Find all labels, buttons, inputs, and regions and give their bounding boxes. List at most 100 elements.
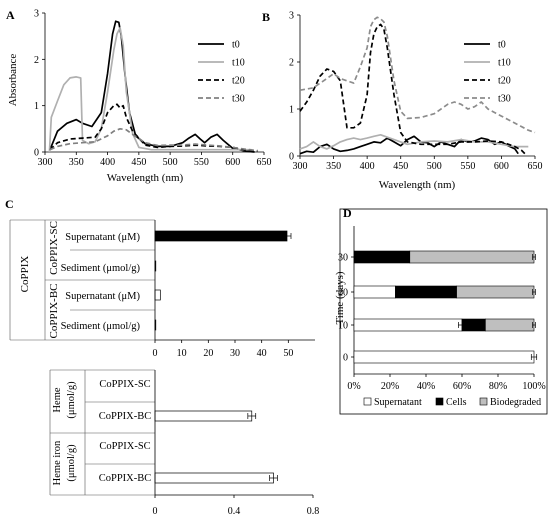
c-bottom-x-tick-label: 0.4 (228, 506, 241, 517)
b-x-tick-label: 450 (393, 161, 408, 172)
panel-b-chart: 0 1 2 3 300 350 400 450 500 550 600 650 t0 t10 t20 t30… (289, 11, 543, 192)
d-x-tick-label: 80% (489, 381, 507, 392)
b-y-tick-label: 3 (289, 11, 294, 22)
a-legend-label: t30 (232, 94, 245, 105)
d-x-tick-label: 0% (347, 381, 360, 392)
c-top-x-tick-label: 40 (257, 348, 267, 359)
c-top-bar (154, 289, 161, 301)
c-bottom-x-tick-label: 0 (153, 506, 158, 517)
d-y-tick-label: 20 (338, 288, 348, 299)
panel-c-row-label: Supernatant (μM) (65, 232, 140, 243)
d-x-tick-label: 60% (453, 381, 471, 392)
b-x-tick-label: 300 (293, 161, 308, 172)
a-series-line-t10 (48, 26, 252, 153)
c-top-x-tick-label: 10 (177, 348, 187, 359)
d-bar-segment-cells (353, 250, 411, 264)
b-legend-label: t20 (498, 76, 511, 87)
d-x-tick-label: 20% (381, 381, 399, 392)
c-top-x-tick-label: 0 (153, 348, 158, 359)
d-bar-segment-supernatant (353, 318, 463, 332)
a-x-tick-label: 450 (131, 157, 146, 168)
panel-letter-b: B (262, 10, 270, 24)
b-series-line-t0 (299, 135, 519, 155)
c-top-x-tick-label: 30 (230, 348, 240, 359)
d-legend-swatch (479, 397, 488, 406)
a-x-tick-label: 300 (38, 157, 53, 168)
b-x-tick-label: 500 (427, 161, 442, 172)
b-legend-label: t0 (498, 40, 506, 51)
d-legend-swatch (363, 397, 372, 406)
panel-c-bottom-chart: 0 0.4 0.8 Heme (μmol/g) Heme iron (μmol/g)… (49, 369, 320, 517)
a-x-tick-label: 600 (225, 157, 240, 168)
c-top-bar (154, 230, 288, 242)
a-x-tick-label: 550 (194, 157, 209, 168)
d-bar-segment-supernatant (353, 285, 396, 299)
a-y-tick-label: 1 (34, 101, 39, 112)
a-y-tick-label: 3 (34, 9, 39, 20)
panel-a-ylabel: Absorbance (7, 54, 19, 107)
panel-d-ylabel: Time (days) (334, 271, 346, 324)
panel-c-subgroup-sc: CoPPIX-SC (48, 221, 60, 275)
d-x-tick-label: 40% (417, 381, 435, 392)
b-x-tick-label: 350 (326, 161, 341, 172)
panel-c-row-label: Sediment (μmol/g) (61, 263, 141, 274)
c-bottom-bar (154, 410, 253, 422)
panel-a-chart: 0 1 2 3 300 350 400 450 500 550 600 650 t0 t10 t20 t30… (7, 9, 272, 185)
panel-c-row-label: Supernatant (μM) (65, 291, 140, 302)
panel-c-hemeiron-unit: (μmol/g) (66, 444, 77, 482)
d-bar-segment-biodegraded (409, 250, 535, 264)
panel-c-row-label: CoPPIX-BC (99, 411, 152, 422)
panel-c-subgroup-bc: CoPPIX-BC (48, 283, 60, 338)
panel-c-heme-group: Heme (52, 387, 63, 412)
d-legend-swatch (435, 397, 444, 406)
c-bottom-x-tick-label: 0.8 (307, 506, 320, 517)
a-x-tick-label: 650 (257, 157, 272, 168)
panel-c-heme-unit: (μmol/g) (66, 381, 77, 419)
d-bar-segment-biodegraded (456, 285, 535, 299)
b-x-tick-label: 400 (360, 161, 375, 172)
b-x-tick-label: 600 (494, 161, 509, 172)
d-legend-label: Supernatant (374, 397, 422, 408)
panel-c-hemeiron-group: Heme iron (52, 440, 63, 485)
c-top-x-tick-label: 20 (203, 348, 213, 359)
panel-c-row-label: Sediment (μmol/g) (61, 321, 141, 332)
d-bar-segment-supernatant (353, 350, 535, 364)
a-series-line-t30 (49, 127, 258, 152)
d-x-tick-label: 100% (522, 381, 545, 392)
d-y-tick-label: 10 (338, 321, 348, 332)
b-series-line-t30 (299, 16, 536, 134)
a-legend-label: t10 (232, 58, 245, 69)
panel-c-top-chart: 0 10 20 30 40 50 CoPPIX CoPPIX-SC CoPPIX-BC S… (9, 219, 315, 359)
b-x-tick-label: 550 (460, 161, 475, 172)
c-top-x-tick-label: 50 (283, 348, 293, 359)
a-legend-label: t0 (232, 40, 240, 51)
b-series-line-t20 (299, 23, 526, 155)
panel-b-xlabel: Wavelength (nm) (379, 179, 456, 191)
d-y-tick-label: 0 (343, 353, 348, 364)
b-series-line-t10 (299, 133, 529, 150)
d-bar-segment-biodegraded (485, 318, 535, 332)
a-y-tick-label: 2 (34, 55, 39, 66)
panel-a-xlabel: Wavelength (nm) (107, 172, 184, 184)
d-bar-segment-cells (461, 318, 486, 332)
d-legend-label: Cells (446, 397, 467, 408)
a-x-tick-label: 500 (163, 157, 178, 168)
b-y-tick-label: 2 (289, 58, 294, 69)
b-y-tick-label: 1 (289, 105, 294, 116)
b-legend-label: t30 (498, 94, 511, 105)
a-x-tick-label: 350 (69, 157, 84, 168)
a-legend-label: t20 (232, 76, 245, 87)
d-legend-label: Biodegraded (490, 397, 541, 408)
panel-d-chart: 0% 20% 40% 60% 80% 100% 30 20 10 0 Supernatant Cel… (334, 208, 548, 415)
d-bar-segment-cells (395, 285, 457, 299)
panel-d-border (339, 208, 548, 415)
d-y-tick-label: 30 (338, 253, 348, 264)
c-bottom-bar (154, 472, 274, 484)
b-x-tick-label: 650 (528, 161, 543, 172)
panel-c-row-label: CoPPIX-BC (99, 473, 152, 484)
panel-c-row-label: CoPPIX-SC (99, 441, 150, 452)
a-x-tick-label: 400 (100, 157, 115, 168)
panel-c-group-label: CoPPIX (19, 256, 31, 293)
panel-c-row-label: CoPPIX-SC (99, 379, 150, 390)
